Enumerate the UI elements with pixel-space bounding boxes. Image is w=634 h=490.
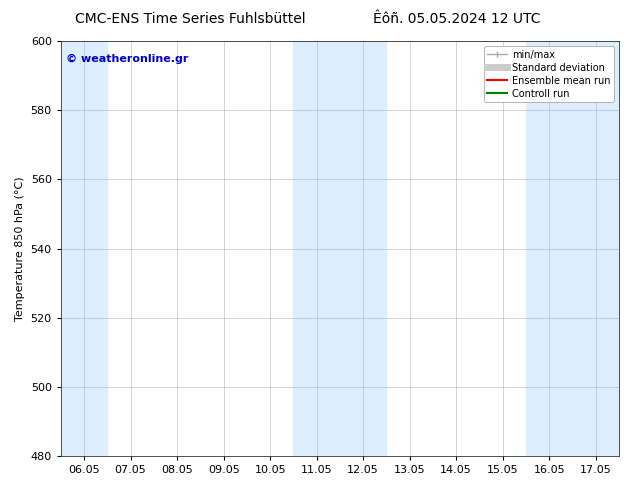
Bar	[294, 41, 387, 456]
Text: CMC-ENS Time Series Fuhlsbüttel: CMC-ENS Time Series Fuhlsbüttel	[75, 12, 306, 26]
Legend: min/max, Standard deviation, Ensemble mean run, Controll run: min/max, Standard deviation, Ensemble me…	[484, 46, 614, 102]
Bar	[61, 41, 107, 456]
Text: Êôñ. 05.05.2024 12 UTC: Êôñ. 05.05.2024 12 UTC	[373, 12, 540, 26]
Text: © weatheronline.gr: © weatheronline.gr	[67, 53, 189, 64]
Y-axis label: Temperature 850 hPa (°C): Temperature 850 hPa (°C)	[15, 176, 25, 321]
Bar	[526, 41, 619, 456]
